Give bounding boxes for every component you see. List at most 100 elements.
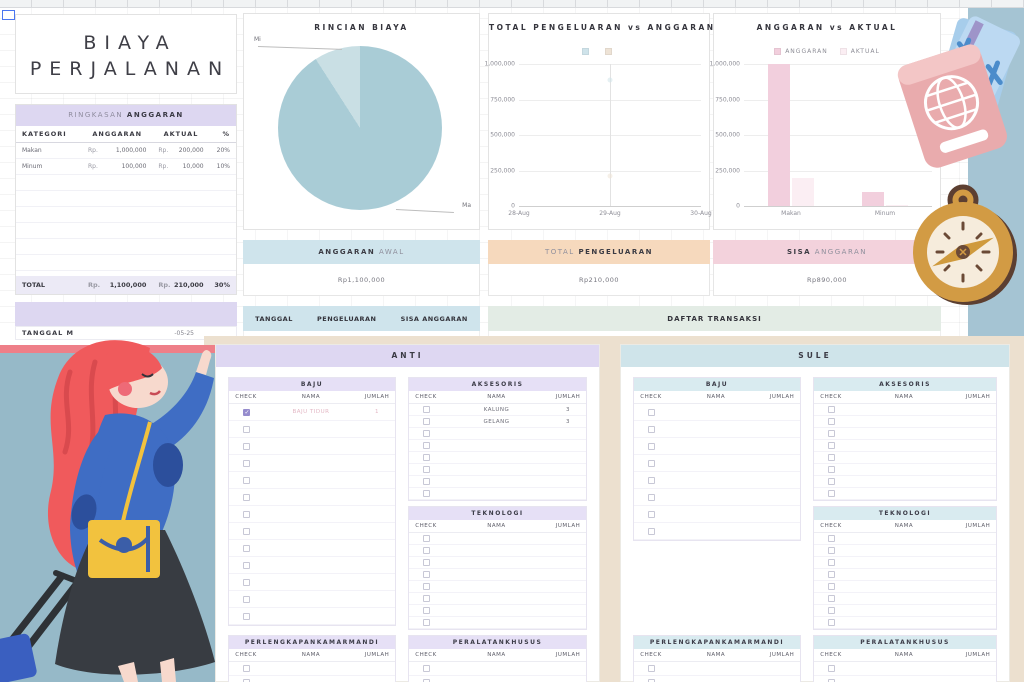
transaction-list-header: DAFTAR TRANSAKSI — [488, 306, 941, 331]
checkbox[interactable] — [422, 418, 430, 425]
checklist-row — [229, 662, 395, 676]
checkbox[interactable] — [827, 490, 835, 497]
checkbox[interactable] — [422, 547, 430, 554]
checkbox[interactable] — [827, 418, 835, 425]
legend-swatch — [582, 48, 589, 55]
checkbox[interactable] — [647, 679, 655, 682]
checkbox[interactable] — [422, 679, 430, 682]
summary-table-empty-row[interactable] — [16, 191, 236, 207]
checklist-row — [229, 676, 395, 682]
checkbox[interactable] — [827, 583, 835, 590]
checkbox[interactable] — [647, 527, 655, 535]
checkbox[interactable] — [827, 454, 835, 461]
checkbox[interactable] — [827, 679, 835, 682]
checkbox[interactable] — [827, 478, 835, 485]
checklist-row — [409, 488, 586, 500]
checkbox[interactable] — [242, 612, 250, 620]
checklist-row — [229, 523, 395, 540]
checkbox[interactable] — [422, 607, 430, 614]
panel-title: SULE — [621, 345, 1009, 367]
checklist-row — [814, 452, 996, 464]
checklist-row — [229, 472, 395, 489]
packing-panel-sule: SULE BAJU CHECK NAMA JUMLAH AKSESORIS CHECK NA… — [620, 344, 1010, 682]
summary-table-empty-row[interactable] — [16, 207, 236, 223]
checkbox[interactable] — [242, 476, 250, 484]
checkbox[interactable] — [422, 571, 430, 578]
checkbox[interactable] — [242, 459, 250, 467]
checkbox[interactable] — [827, 665, 835, 672]
summary-table-empty-row[interactable] — [16, 223, 236, 239]
checkbox[interactable] — [827, 406, 835, 413]
checkbox[interactable] — [242, 442, 250, 450]
checkbox[interactable] — [242, 493, 250, 501]
checkbox[interactable] — [422, 535, 430, 542]
checkbox[interactable] — [242, 544, 250, 552]
checkbox[interactable] — [422, 406, 430, 413]
column-header: JUMLAH — [769, 652, 795, 658]
checklist-row — [814, 488, 996, 500]
checkbox[interactable] — [422, 665, 430, 672]
checklist-row — [229, 421, 395, 438]
checkbox[interactable] — [647, 510, 655, 518]
checkbox[interactable] — [827, 430, 835, 437]
y-axis-label: 250,000 — [490, 167, 515, 174]
checkbox[interactable] — [242, 578, 250, 586]
packing-section-title: AKSESORIS — [409, 378, 586, 391]
checkbox[interactable] — [647, 408, 655, 416]
checkbox[interactable] — [647, 665, 655, 672]
checkbox[interactable] — [647, 442, 655, 450]
pie-chart-card[interactable]: RINCIAN BIAYA Mi Ma — [243, 13, 480, 230]
checkbox[interactable] — [647, 493, 655, 501]
checkbox[interactable] — [422, 466, 430, 473]
checkbox[interactable] — [647, 459, 655, 467]
checkbox[interactable] — [827, 535, 835, 542]
bar-aktual — [792, 177, 814, 206]
column-header: NAMA — [894, 523, 914, 529]
checkbox[interactable] — [242, 510, 250, 518]
checkbox[interactable] — [242, 425, 250, 433]
checkbox[interactable] — [242, 408, 251, 417]
checkbox[interactable] — [242, 527, 250, 535]
bar-legend: ANGGARAN AKTUAL — [714, 48, 940, 55]
checkbox[interactable] — [827, 547, 835, 554]
passport-tickets-illustration — [897, 16, 1020, 168]
checkbox[interactable] — [242, 595, 250, 603]
page-title-line2: PERJALANAN — [29, 58, 231, 80]
legend-swatch — [605, 48, 612, 55]
category-cell: Makan — [22, 147, 42, 154]
checkbox[interactable] — [422, 583, 430, 590]
checkbox[interactable] — [827, 595, 835, 602]
checkbox[interactable] — [422, 454, 430, 461]
checkbox[interactable] — [422, 478, 430, 485]
checkbox[interactable] — [827, 442, 835, 449]
checkbox[interactable] — [827, 559, 835, 566]
checkbox[interactable] — [827, 619, 835, 626]
checkbox[interactable] — [242, 561, 250, 569]
checkbox[interactable] — [422, 490, 430, 497]
checkbox[interactable] — [827, 466, 835, 473]
summary-table-empty-row[interactable] — [16, 175, 236, 191]
checkbox[interactable] — [422, 559, 430, 566]
checkbox[interactable] — [647, 425, 655, 433]
checklist-row — [229, 438, 395, 455]
checklist-row — [409, 533, 586, 545]
checkbox[interactable] — [827, 571, 835, 578]
checkbox[interactable] — [422, 595, 430, 602]
column-header-bar[interactable] — [0, 0, 1024, 8]
packing-table-teknologi: TEKNOLOGI CHECK NAMA JUMLAH — [408, 506, 587, 630]
checkbox[interactable] — [242, 679, 250, 682]
checkbox[interactable] — [647, 476, 655, 484]
summary-table-empty-row[interactable] — [16, 255, 236, 271]
selected-cell[interactable] — [2, 10, 15, 20]
item-name: KALUNG — [483, 406, 510, 413]
summary-table-empty-row[interactable] — [16, 239, 236, 255]
checkbox[interactable] — [827, 607, 835, 614]
checkbox[interactable] — [422, 430, 430, 437]
checkbox[interactable] — [242, 665, 250, 672]
scatter-chart-card[interactable]: TOTAL PENGELUARAN vs ANGGARAN 1,000,000 7… — [484, 13, 713, 230]
checklist-row — [409, 593, 586, 605]
checkbox[interactable] — [422, 442, 430, 449]
bar-chart-card[interactable]: ANGGARAN vs AKTUAL ANGGARAN AKTUAL 1,000,… — [709, 13, 941, 230]
checklist-row — [814, 545, 996, 557]
checkbox[interactable] — [422, 619, 430, 626]
